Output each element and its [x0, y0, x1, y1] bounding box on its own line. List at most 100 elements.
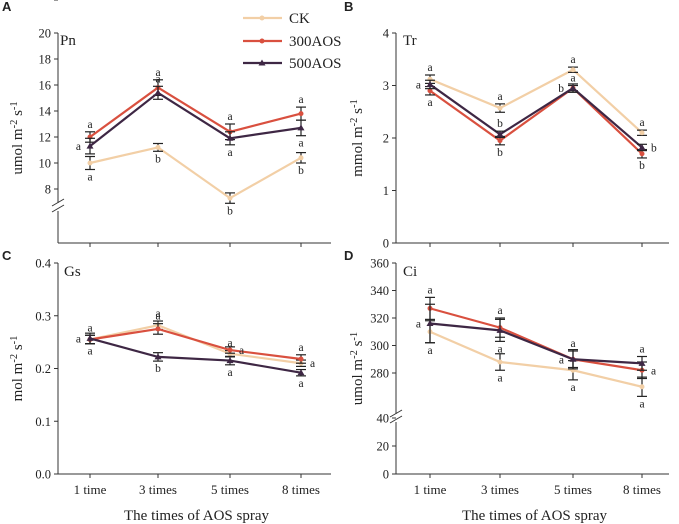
line-d-500aos [429, 322, 643, 365]
legend-marker-300aos [259, 38, 265, 44]
legend-entry-300aos: 300AOS [243, 34, 342, 50]
series-c-300aos: aaa a [85, 311, 306, 364]
sig-letter-b-ck-0: a [427, 62, 432, 74]
series-d-ck: a a a a [425, 320, 647, 410]
point-c-500aos-0 [86, 334, 94, 341]
point-b-300aos-1 [497, 138, 503, 144]
y-axis-title-part-b-mid: s [350, 108, 366, 118]
panel-d: D Ci 0 20 40 280 300 320 340 360 1 time 3 times 5 ti… [344, 248, 669, 524]
point-b-500aos-2 [569, 84, 577, 91]
axis-break-mark-d-1 [389, 409, 403, 418]
y-tick-label-d-6: 340 [370, 284, 389, 298]
sig-letter-d-ck-1: a [497, 372, 502, 384]
legend-marker-500aos [258, 59, 266, 66]
panel-title-c: Gs [64, 264, 81, 280]
y-tick-label-a-1: 8 [45, 183, 51, 197]
axis-break-mark-d-2 [389, 415, 403, 424]
point-c-300aos-2 [227, 347, 233, 353]
x-tick-label-c-3-times: 3 times [139, 482, 177, 497]
y-tick-label-b-3: 3 [383, 79, 389, 93]
sig-letter-c-500aos-1: b [155, 363, 161, 375]
sig-letter-c-500aos-2: a [227, 367, 232, 379]
sig-letter-c-300aos-0: a [87, 322, 92, 334]
panel-c: C Gs 0.0 0.1 0.2 0.3 0.4 1 time 3 times 5 times 8 … [2, 248, 331, 524]
line-d-ck [429, 330, 643, 388]
y-axis-title-a: umol m-2 s-1 [9, 101, 26, 174]
point-a-500aos-3 [297, 124, 305, 131]
sig-letter-b-500aos-3: b [651, 142, 657, 154]
sig-letter-a-ck-0: a [87, 172, 92, 184]
sig-letter-b-300aos-3: b [639, 160, 645, 172]
line-a-ck [89, 146, 302, 200]
point-a-500aos-2 [226, 134, 234, 141]
point-c-300aos-1 [155, 326, 161, 332]
y-axis-title-part-b-e2: -1 [349, 99, 360, 108]
y-tick-label-c-0: 0.0 [35, 468, 51, 482]
axis-break-mark-a-1 [51, 198, 65, 207]
sig-letter-c-300aos-3: a [298, 342, 303, 354]
panel-a: APn08101214161820umol m-2 s-1abbbaaaaaaa… [2, 0, 331, 247]
sig-letter-d-500aos-0: a [416, 319, 421, 331]
sig-letter-a-500aos-0: a [76, 141, 81, 153]
point-c-500aos-2 [226, 357, 234, 364]
panel-letter-b: B [344, 0, 353, 14]
point-d-ck-3 [639, 384, 645, 390]
y-tick-label-c-1: 0.1 [35, 415, 51, 429]
x-axis-title-c: The times of AOS spray [124, 508, 269, 524]
y-axis-title-part-c-e1: -2 [9, 354, 20, 363]
sig-letter-a-500aos-2: a [227, 147, 232, 159]
sig-letter-d-300aos-3: a [651, 365, 656, 377]
y-tick-label-b-0: 0 [383, 237, 389, 251]
point-d-ck-1 [497, 359, 503, 365]
y-axis-title-part-d-base: umol m [350, 359, 366, 406]
y-tick-label-a-7: 20 [39, 27, 52, 41]
panel-title-d: Ci [403, 264, 417, 280]
sig-letter-c-300aos-1: a [155, 311, 160, 323]
panel-letter-c: C [2, 248, 12, 263]
sig-letter-d-500aos-3: a [639, 344, 644, 356]
sig-letter-b-ck-3: a [639, 117, 644, 129]
point-a-ck-3 [298, 155, 304, 161]
sig-letter-a-ck-3: b [298, 165, 304, 177]
point-a-ck-0 [87, 160, 93, 166]
sig-letter-b-300aos-1: b [497, 147, 503, 159]
y-tick-label-a-3: 12 [39, 131, 52, 145]
sig-letter-b-500aos-0: a [416, 79, 421, 91]
series-d-500aos: a a a a [416, 303, 647, 371]
y-tick-label-d-4: 300 [370, 339, 389, 353]
sig-letter-a-300aos-1: a [155, 67, 160, 79]
point-b-ck-1 [497, 105, 503, 111]
y-tick-label-b-4: 4 [383, 27, 390, 41]
sig-letter-c-ck-2: a [227, 338, 232, 350]
panel-letter-a: A [2, 0, 12, 14]
x-tick-label-d-1-time: 1 time [414, 482, 447, 497]
sig-letter-c-500aos-0: a [76, 333, 81, 345]
sig-letter-c-ck-0: a [87, 346, 92, 358]
panel-title-a: Pn [60, 33, 76, 49]
series-c-500aos: ab aa [76, 332, 306, 390]
y-tick-label-d-7: 360 [370, 257, 389, 271]
sig-letter-d-300aos-1: a [497, 305, 502, 317]
sig-letter-b-500aos-1: b [497, 118, 503, 130]
sig-letter-b-300aos-0: a [427, 97, 432, 109]
point-b-300aos-0 [427, 88, 433, 94]
sig-letter-a-300aos-2: a [227, 111, 232, 123]
legend-marker-ck [259, 15, 265, 21]
sig-letter-b-500aos-2: b [558, 83, 564, 95]
sig-letter-d-300aos-2: a [570, 338, 575, 350]
line-d-300aos [429, 307, 643, 372]
y-tick-label-b-1: 1 [383, 184, 389, 198]
y-tick-label-d-3: 280 [370, 367, 389, 381]
y-axis-title-part-d-mid: s [350, 340, 366, 350]
point-d-500aos-0 [426, 320, 434, 326]
sig-letter-d-ck-2: a [570, 382, 575, 394]
y-tick-label-d-0: 0 [383, 468, 389, 482]
panel-letter-d: D [344, 248, 353, 263]
point-a-300aos-3 [298, 111, 304, 117]
y-tick-label-a-5: 16 [39, 79, 52, 93]
y-tick-label-d-1: 20 [377, 440, 390, 454]
